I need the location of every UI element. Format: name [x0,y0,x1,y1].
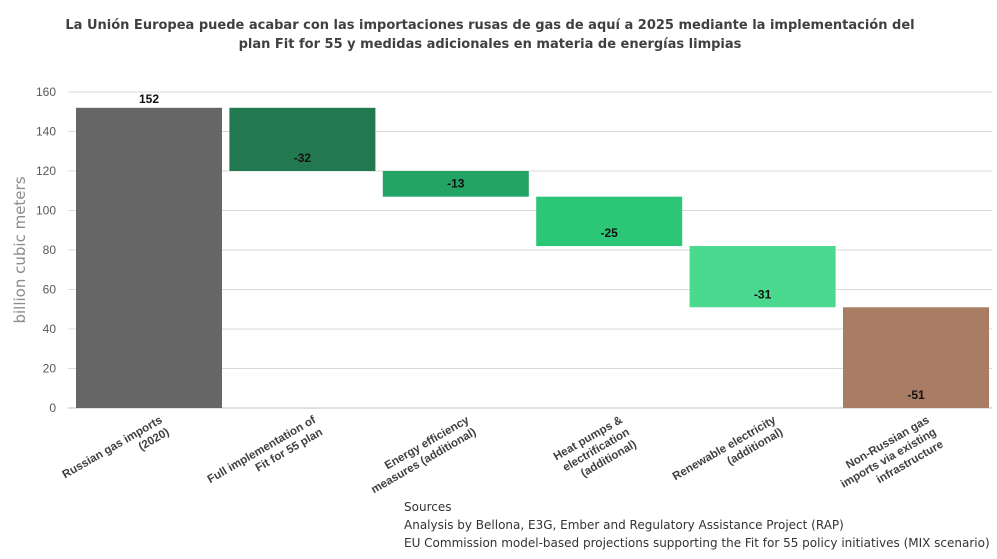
x-tick-label: Energy efficiencymeasures (additional) [362,414,478,496]
data-label: -13 [447,177,465,191]
y-tick-label: 160 [36,85,56,99]
bar [76,107,222,409]
x-tick-label: Heat pumps &electrification(additional) [552,414,639,487]
sources-line-1: Analysis by Bellona, E3G, Ember and Regu… [404,518,844,532]
y-tick-label: 120 [36,164,56,178]
bar [382,171,529,197]
data-label: 152 [139,92,159,106]
y-tick-label: 100 [36,204,56,218]
svg-text:Renewable electricity(addition: Renewable electricity(additional) [671,414,786,495]
bar [536,196,683,247]
chart-title: La Unión Europea puede acabar con las im… [60,16,920,54]
y-tick-label: 0 [49,401,56,415]
x-tick-label: Full implementation ofFit for 55 plan [206,414,325,498]
data-label: -25 [601,226,619,240]
svg-text:Energy efficiencymeasures (add: Energy efficiencymeasures (additional) [362,414,478,496]
sources-note: Sources Analysis by Bellona, E3G, Ember … [404,498,990,552]
chart-title-line-2: plan Fit for 55 y medidas adicionales en… [238,37,742,52]
svg-text:Heat pumps &electrification(ad: Heat pumps &electrification(additional) [552,414,639,487]
y-tick-label: 40 [43,322,57,336]
y-tick-label: 20 [43,362,57,376]
data-label: -31 [754,287,772,301]
svg-text:Full implementation ofFit for: Full implementation ofFit for 55 plan [206,414,325,498]
x-tick-label: Non-Russian gasimports via existinginfra… [832,414,946,500]
sources-line-2: EU Commission model-based projections su… [404,536,990,550]
data-label: -32 [294,151,312,165]
data-label: -51 [907,388,925,402]
bar [689,246,836,308]
y-axis-label: billion cubic meters [11,176,29,323]
y-tick-label: 80 [43,243,57,257]
y-tick-label: 140 [36,125,56,139]
sources-heading: Sources [404,500,452,514]
x-tick-label: Renewable electricity(additional) [671,414,786,495]
bar [843,307,989,408]
waterfall-chart: 0 20 40 60 80 100 120 140 160 billion cubic meter… [11,85,992,500]
chart-title-line-1: La Unión Europea puede acabar con las im… [65,18,915,33]
svg-text:Non-Russian gasimports via exi: Non-Russian gasimports via existinginfra… [832,414,946,500]
bar [229,107,376,171]
svg-text:Russian gas imports(2020): Russian gas imports(2020) [61,414,172,493]
y-tick-label: 60 [43,283,57,297]
x-tick-label: Russian gas imports(2020) [61,414,172,493]
